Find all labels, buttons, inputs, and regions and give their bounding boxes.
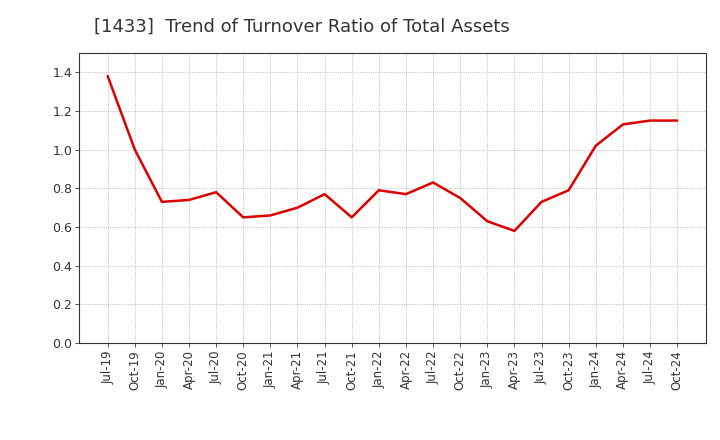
Text: [1433]  Trend of Turnover Ratio of Total Assets: [1433] Trend of Turnover Ratio of Total … bbox=[94, 18, 509, 36]
